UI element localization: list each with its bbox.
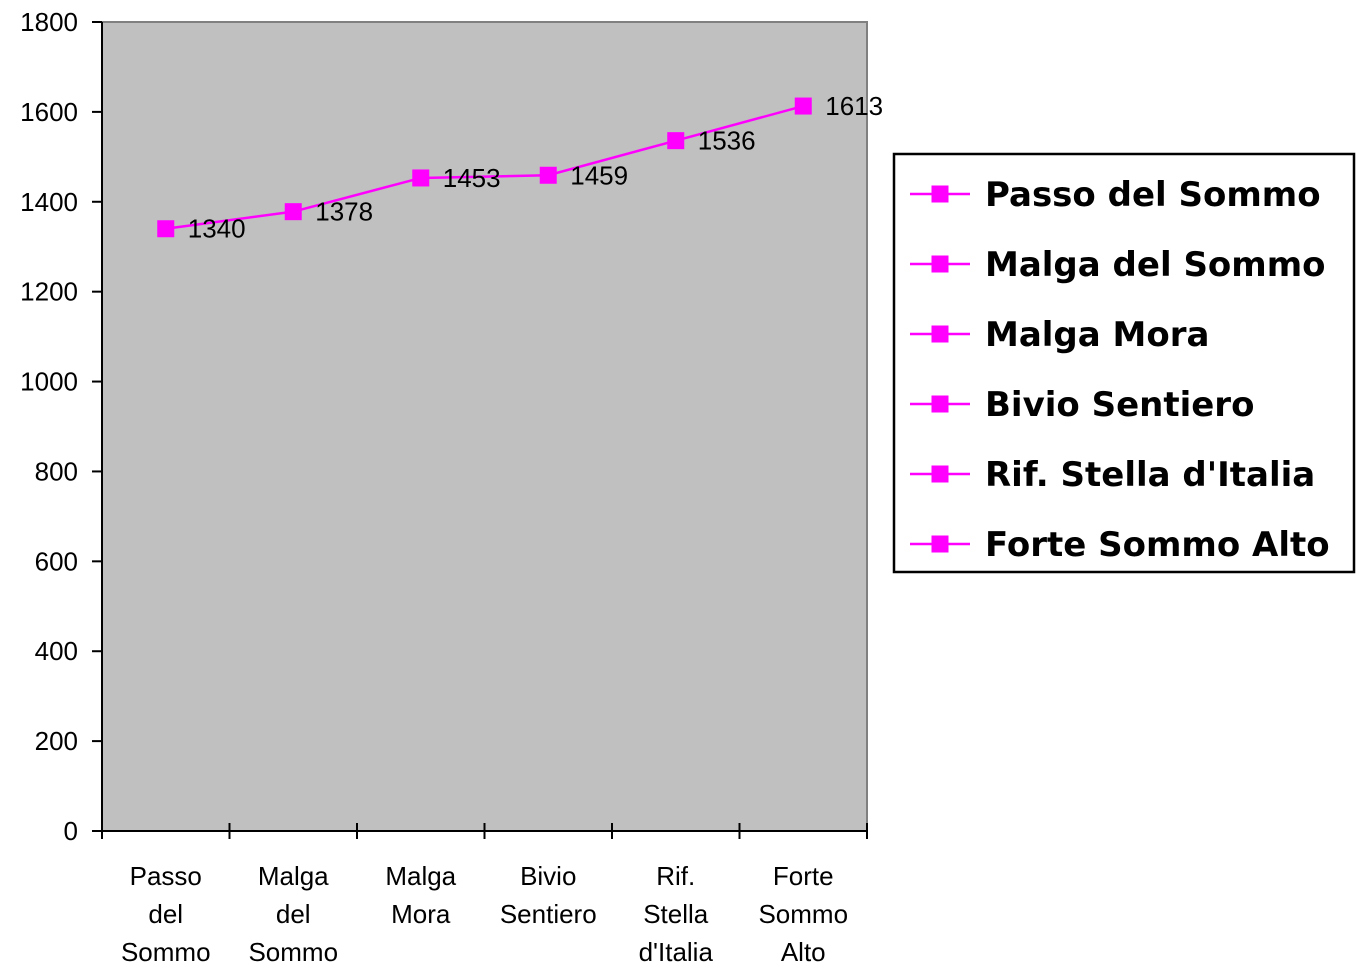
y-tick-label: 200: [35, 726, 78, 756]
legend: Passo del Sommo Malga del Sommo Malga Mora…: [892, 152, 1356, 574]
legend-entry-label: Malga del Sommo: [985, 245, 1326, 285]
data-label: 1613: [825, 91, 883, 121]
legend-entry-label: Bivio Sentiero: [985, 385, 1254, 425]
x-tick-label: Forte: [773, 861, 834, 891]
data-point-marker: [412, 169, 430, 187]
data-label: 1378: [315, 197, 373, 227]
legend-box: [892, 152, 1356, 574]
legend-marker-swatch: [931, 465, 949, 483]
x-tick-label: Mora: [391, 899, 451, 929]
x-tick-label: del: [148, 899, 183, 929]
x-tick-label: d'Italia: [639, 937, 714, 967]
x-tick-label: Malga: [385, 861, 456, 891]
x-tick-label: Stella: [643, 899, 709, 929]
data-point-marker: [539, 166, 557, 184]
series-line: [165, 104, 804, 230]
x-tick-label: Rif.: [656, 861, 695, 891]
legend-entry-label: Passo del Sommo: [985, 175, 1321, 215]
y-tick-label: 1000: [20, 367, 78, 397]
y-tick-label: 1800: [20, 7, 78, 37]
data-label: 1340: [188, 214, 246, 244]
data-point-marker: [794, 97, 812, 115]
legend-marker-swatch: [931, 255, 949, 273]
legend-marker-swatch: [931, 535, 949, 553]
legend-entry-label: Rif. Stella d'Italia: [985, 455, 1315, 495]
legend-entry-label: Malga Mora: [985, 315, 1209, 355]
x-tick-label: Sommo: [758, 899, 848, 929]
data-label: 1459: [570, 160, 628, 190]
plot-area-background: [101, 21, 868, 832]
series-group: [157, 97, 812, 238]
axes-group: 0 200 400 600 800 1000 1200 1400 1600 1800 Passo de…: [20, 7, 868, 967]
data-point-marker: [284, 203, 302, 221]
legend-marker-swatch: [931, 185, 949, 203]
y-tick-label: 800: [35, 456, 78, 486]
y-tick-label: 1200: [20, 277, 78, 307]
data-label: 1536: [698, 126, 756, 156]
x-tick-label: Sommo: [248, 937, 338, 967]
data-labels-group: 1340 1378 1453 1459 1536 1613: [188, 91, 883, 244]
plot-area-group: [101, 21, 868, 832]
data-label: 1453: [443, 163, 501, 193]
x-tick-label: del: [276, 899, 311, 929]
x-tick-label: Malga: [258, 861, 329, 891]
x-tick-label: Sentiero: [500, 899, 597, 929]
legend-marker-swatch: [931, 325, 949, 343]
y-tick-label: 1600: [20, 97, 78, 127]
data-point-marker: [157, 220, 175, 238]
x-tick-label: Bivio: [520, 861, 576, 891]
y-tick-label: 0: [64, 816, 78, 846]
x-tick-label: Sommo: [121, 937, 211, 967]
y-tick-label: 600: [35, 546, 78, 576]
y-tick-label: 1400: [20, 187, 78, 217]
y-tick-label: 400: [35, 636, 78, 666]
legend-entry-label: Forte Sommo Alto: [985, 525, 1330, 565]
x-tick-label: Alto: [781, 937, 826, 967]
x-tick-label: Passo: [130, 861, 202, 891]
legend-marker-swatch: [931, 395, 949, 413]
data-point-marker: [667, 132, 685, 150]
